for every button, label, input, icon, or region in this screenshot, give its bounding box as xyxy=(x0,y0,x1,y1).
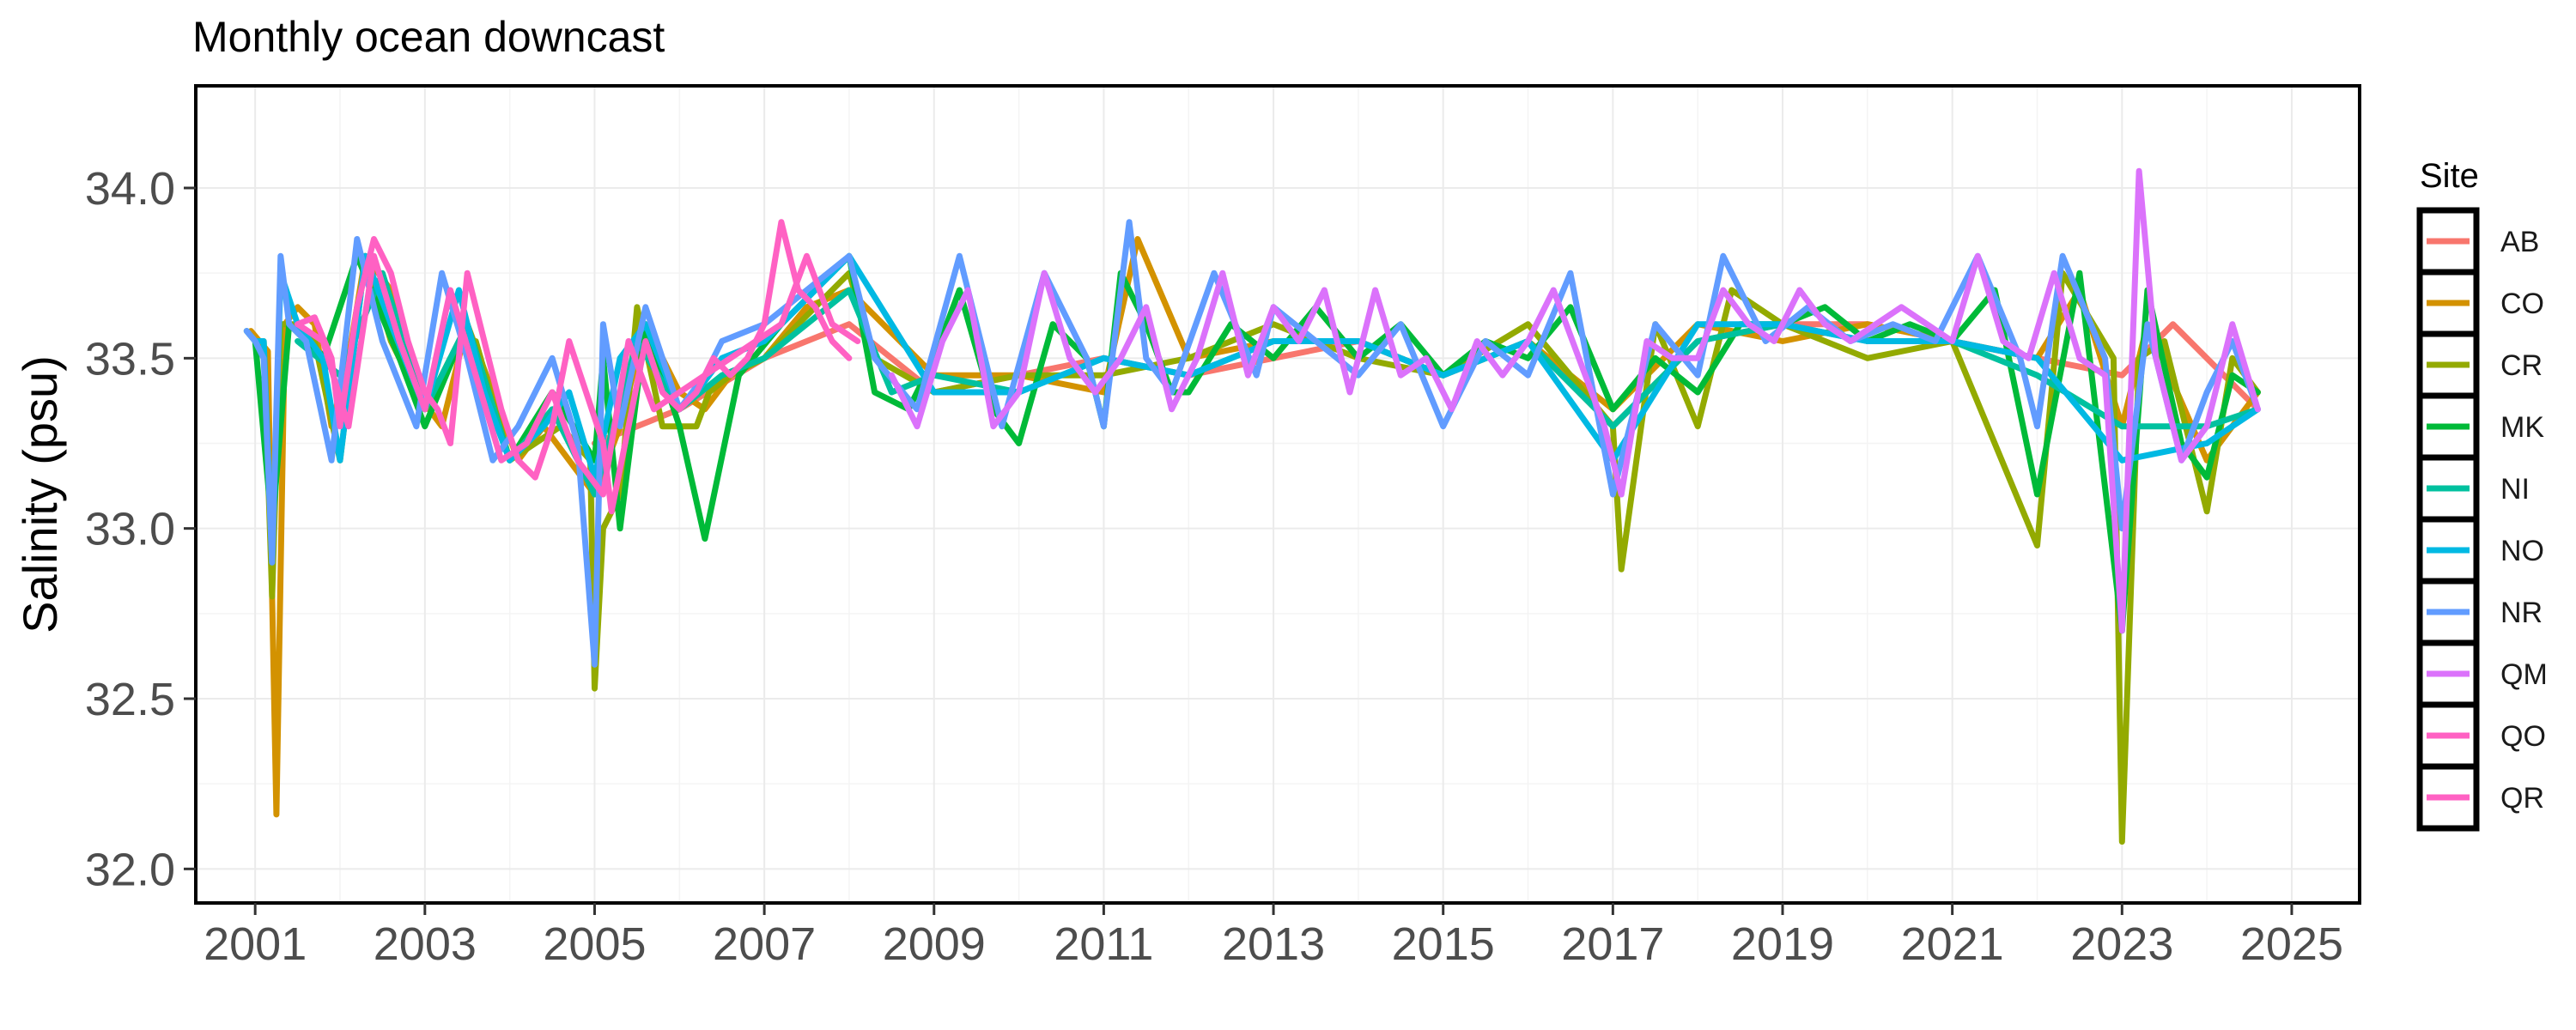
legend-label-cr: CR xyxy=(2500,349,2543,382)
x-tick-label: 2009 xyxy=(883,918,986,970)
series-line-qo xyxy=(295,252,861,498)
x-tick-label: 2003 xyxy=(374,918,477,970)
y-axis: 32.0 32.5 33.0 33.5 34.0 xyxy=(85,163,196,895)
y-tick-label: 33.0 xyxy=(85,504,175,555)
x-tick-label: 2013 xyxy=(1222,918,1325,970)
x-axis: 2001 2003 2005 2007 2009 2011 2013 2015 2017 2019… xyxy=(204,903,2343,970)
legend-label-qm: QM xyxy=(2500,658,2548,691)
plot-background xyxy=(196,86,2360,903)
legend-label-qo: QO xyxy=(2500,720,2546,753)
y-tick-label: 32.0 xyxy=(85,844,175,895)
legend-label-mk: MK xyxy=(2500,411,2544,444)
series-line-qr xyxy=(295,219,853,515)
x-tick-label: 2023 xyxy=(2070,918,2173,970)
x-tick-label: 2007 xyxy=(713,918,816,970)
y-tick-label: 33.5 xyxy=(85,333,175,385)
x-tick-label: 2015 xyxy=(1392,918,1495,970)
legend-label-nr: NR xyxy=(2500,597,2543,629)
y-tick-label: 32.5 xyxy=(85,674,175,725)
x-tick-label: 2025 xyxy=(2240,918,2343,970)
legend-items: AB CO CR MK NI NO NR QM QO QR xyxy=(2416,207,2548,832)
legend-label-ni: NI xyxy=(2500,473,2530,506)
legend-label-co: CO xyxy=(2500,288,2544,320)
x-tick-label: 2001 xyxy=(204,918,307,970)
x-tick-label: 2019 xyxy=(1731,918,1834,970)
x-tick-label: 2021 xyxy=(1901,918,2004,970)
legend-label-ab: AB xyxy=(2500,226,2539,258)
y-tick-label: 34.0 xyxy=(85,163,175,215)
plot-border xyxy=(194,84,2361,905)
chart-title: Monthly ocean downcast xyxy=(192,13,665,61)
legend-label-qr: QR xyxy=(2500,782,2544,815)
legend-label-no: NO xyxy=(2500,535,2544,567)
x-tick-label: 2011 xyxy=(1054,918,1153,970)
legend: Site AB CO CR MK NI NO NR QM QO QR xyxy=(2416,157,2548,832)
series-line-qm xyxy=(888,167,2261,634)
x-tick-label: 2005 xyxy=(543,918,646,970)
series-line-nr xyxy=(243,219,2261,668)
series-lines xyxy=(243,167,2261,845)
plot-panel xyxy=(194,84,2361,905)
legend-title: Site xyxy=(2420,157,2479,195)
y-axis-label: Salinity (psu) xyxy=(13,355,67,633)
x-tick-label: 2017 xyxy=(1561,918,1664,970)
